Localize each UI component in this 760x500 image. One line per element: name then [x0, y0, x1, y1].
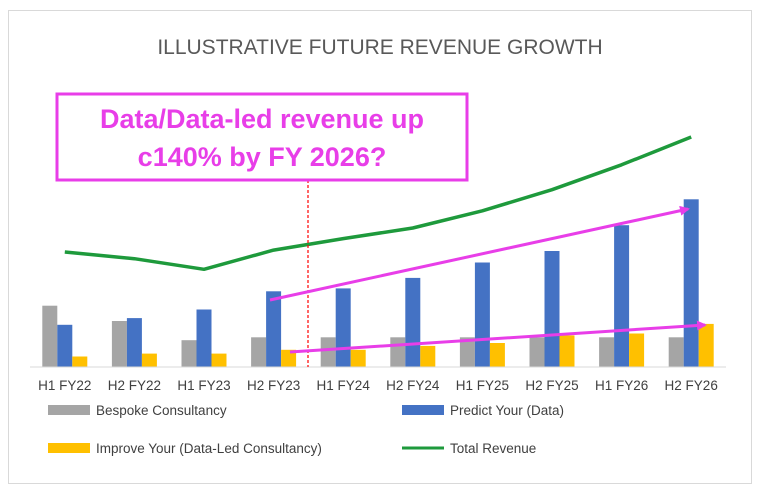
- x-tick-label: H1 FY23: [177, 378, 230, 393]
- legend: Bespoke Consultancy Predict Your (Data) …: [48, 403, 564, 456]
- bar-improve-your-data-led-consultancy-h1-fy24: [350, 349, 366, 368]
- bar-bespoke-consultancy-h1-fy23: [181, 340, 197, 367]
- bar-bespoke-consultancy-h1-fy22: [42, 305, 58, 367]
- legend-label-bespoke: Bespoke Consultancy: [96, 403, 227, 418]
- bar-predict-your-data-h2-fy22: [126, 318, 142, 367]
- x-tick-label: H2 FY25: [525, 378, 578, 393]
- bar-predict-your-data-h2-fy25: [544, 251, 560, 367]
- bar-improve-your-data-led-consultancy-h2-fy24: [420, 345, 436, 367]
- bar-improve-your-data-led-consultancy-h1-fy26: [629, 333, 645, 367]
- bar-improve-your-data-led-consultancy-h2-fy25: [559, 335, 575, 367]
- bar-bespoke-consultancy-h1-fy24: [320, 337, 336, 367]
- legend-swatch-predict: [402, 405, 444, 415]
- arrow-predict-trend: [269, 205, 690, 302]
- bar-predict-your-data-h1-fy22: [57, 324, 73, 367]
- bar-improve-your-data-led-consultancy-h2-fy26: [698, 323, 714, 367]
- bar-predict-your-data-h1-fy26: [614, 225, 630, 367]
- bar-predict-your-data-h2-fy26: [683, 199, 699, 367]
- x-tick-label: H1 FY24: [317, 378, 371, 393]
- legend-swatch-improve: [48, 443, 90, 453]
- line-layer: [64, 135, 692, 272]
- bar-predict-your-data-h1-fy25: [474, 262, 490, 367]
- callout-box: [55, 92, 469, 182]
- bar-bespoke-consultancy-h1-fy26: [599, 337, 615, 367]
- x-tick-label: H1 FY25: [456, 378, 509, 393]
- legend-label-predict: Predict Your (Data): [450, 403, 564, 418]
- callout-line-2: c140% by FY 2026?: [138, 142, 387, 172]
- bar-predict-your-data-h2-fy24: [405, 277, 421, 367]
- bar-improve-your-data-led-consultancy-h2-fy22: [141, 353, 157, 367]
- x-tick-label: H2 FY23: [247, 378, 300, 393]
- bar-bespoke-consultancy-h2-fy24: [390, 337, 406, 367]
- x-tick-label: H2 FY26: [665, 378, 718, 393]
- bar-predict-your-data-h1-fy23: [196, 309, 212, 367]
- x-tick-label: H1 FY22: [38, 378, 91, 393]
- legend-swatch-bespoke: [48, 405, 90, 415]
- bar-predict-your-data-h1-fy24: [335, 288, 351, 367]
- arrow-improve-trend: [289, 320, 707, 354]
- chart-title: ILLUSTRATIVE FUTURE REVENUE GROWTH: [157, 36, 602, 59]
- legend-label-total: Total Revenue: [450, 441, 536, 456]
- bar-improve-your-data-led-consultancy-h1-fy23: [211, 353, 227, 367]
- chart-frame: [8, 10, 752, 484]
- bar-bespoke-consultancy-h2-fy26: [668, 337, 684, 367]
- bar-improve-your-data-led-consultancy-h1-fy25: [489, 343, 505, 367]
- x-tick-label: H2 FY24: [386, 378, 440, 393]
- bar-predict-your-data-h2-fy23: [266, 291, 282, 367]
- line-total-revenue: [64, 135, 692, 272]
- x-tick-labels: H1 FY22 H2 FY22 H1 FY23 H2 FY23 H1 FY24 H2 FY…: [38, 378, 718, 393]
- bar-bespoke-consultancy-h1-fy25: [459, 337, 475, 367]
- legend-label-improve: Improve Your (Data-Led Consultancy): [96, 441, 322, 456]
- x-tick-label: H1 FY26: [595, 378, 648, 393]
- bar-improve-your-data-led-consultancy-h1-fy22: [72, 356, 88, 367]
- bar-bespoke-consultancy-h2-fy23: [251, 337, 267, 367]
- bar-improve-your-data-led-consultancy-h2-fy23: [281, 349, 297, 368]
- bar-bespoke-consultancy-h2-fy25: [529, 337, 545, 367]
- callout-line-1: Data/Data-led revenue up: [100, 104, 424, 134]
- bar-bespoke-consultancy-h2-fy22: [111, 321, 127, 367]
- x-tick-label: H2 FY22: [108, 378, 161, 393]
